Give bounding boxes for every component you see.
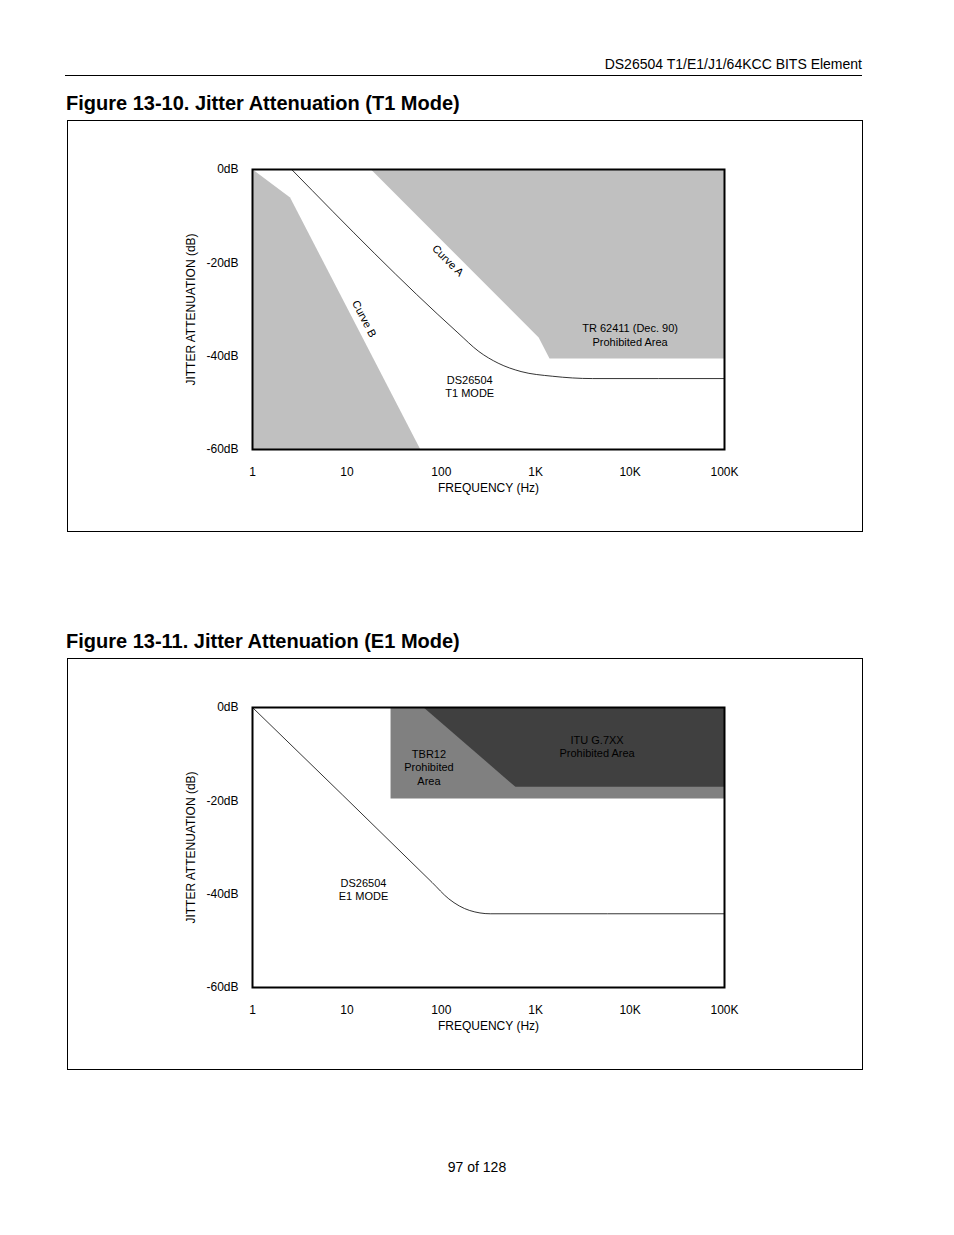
svg-text:-40dB: -40dB <box>206 349 238 363</box>
svg-text:0dB: 0dB <box>217 700 238 714</box>
svg-text:1: 1 <box>249 465 256 479</box>
svg-text:100K: 100K <box>710 1003 738 1017</box>
svg-text:FREQUENCY (Hz): FREQUENCY (Hz) <box>438 481 539 495</box>
svg-text:1K: 1K <box>528 1003 543 1017</box>
svg-text:JITTER ATTENUATION (dB): JITTER ATTENUATION (dB) <box>184 771 198 923</box>
svg-text:10: 10 <box>340 465 354 479</box>
svg-text:JITTER ATTENUATION (dB): JITTER ATTENUATION (dB) <box>184 233 198 385</box>
svg-text:-40dB: -40dB <box>206 887 238 901</box>
svg-text:DS26504T1 MODE: DS26504T1 MODE <box>445 374 494 399</box>
svg-text:10K: 10K <box>619 1003 640 1017</box>
svg-text:ITU G.7XXProhibited Area: ITU G.7XXProhibited Area <box>559 734 635 759</box>
svg-text:100K: 100K <box>710 465 738 479</box>
svg-text:10K: 10K <box>619 465 640 479</box>
svg-text:-20dB: -20dB <box>206 794 238 808</box>
svg-text:0dB: 0dB <box>217 162 238 176</box>
svg-text:DS26504E1 MODE: DS26504E1 MODE <box>339 877 389 902</box>
svg-text:-20dB: -20dB <box>206 256 238 270</box>
svg-text:-60dB: -60dB <box>206 980 238 994</box>
svg-text:Curve B: Curve B <box>350 298 379 339</box>
html-text:Figure 13-10. Jitter Attenuati: Figure 13-10. Jitter Attenuation (T1 Mod… <box>66 92 460 114</box>
svg-text:100: 100 <box>431 465 451 479</box>
svg-text:Curve A: Curve A <box>430 242 467 279</box>
html-text:Figure 13-11. Jitter Attenuati: Figure 13-11. Jitter Attenuation (E1 Mod… <box>66 630 460 652</box>
svg-text:1: 1 <box>249 1003 256 1017</box>
svg-text:1K: 1K <box>528 465 543 479</box>
svg-text:FREQUENCY (Hz): FREQUENCY (Hz) <box>438 1019 539 1033</box>
html-text:97 of 128: 97 of 128 <box>447 1159 507 1175</box>
svg-text:TR 62411 (Dec. 90)Prohibited A: TR 62411 (Dec. 90)Prohibited Area <box>582 322 678 347</box>
svg-text:TBR12ProhibitedArea: TBR12ProhibitedArea <box>404 748 454 786</box>
svg-text:100: 100 <box>431 1003 451 1017</box>
html-text:DS26504 T1/E1/J1/64KCC BITS El: DS26504 T1/E1/J1/64KCC BITS Element <box>604 56 862 72</box>
svg-text:-60dB: -60dB <box>206 442 238 456</box>
svg-text:10: 10 <box>340 1003 354 1017</box>
